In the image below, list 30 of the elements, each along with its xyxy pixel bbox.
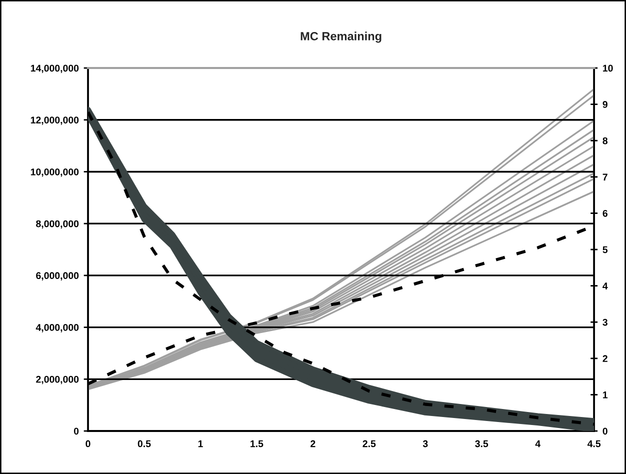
x-tick-label: 2: [310, 440, 316, 448]
y-tick-label: 6,000,000: [36, 272, 79, 280]
x-tick-label: 3: [422, 440, 428, 448]
y2-tick-label: 4: [602, 282, 608, 290]
y2-tick-label: 5: [602, 246, 608, 254]
y2-tick-label: 7: [602, 174, 608, 180]
y-tick-label: 12,000,000: [30, 116, 79, 125]
y2-tick-label: 6: [602, 210, 608, 217]
chart-title: MC Remaining: [300, 32, 382, 43]
y-tick-label: 0: [74, 428, 79, 435]
x-tick-label: 2.5: [362, 440, 376, 448]
x-tick-label: 1: [198, 440, 203, 448]
y2-tick-label: 3: [602, 318, 608, 326]
y2-tick-label: 0: [602, 428, 608, 435]
y2-tick-label: 10: [603, 64, 613, 72]
y-tick-label: 10,000,000: [30, 168, 79, 177]
x-tick-label: 4: [535, 440, 540, 448]
x-tick-label: 0.5: [138, 440, 151, 448]
y-tick-label: 2,000,000: [36, 376, 79, 384]
y2-tick-label: 9: [602, 101, 608, 108]
y-tick-label: 8,000,000: [36, 220, 79, 229]
x-tick-label: 3.5: [475, 440, 488, 448]
y-tick-label: 14,000,000: [30, 64, 79, 74]
y2-tick-label: 1: [603, 392, 608, 398]
y2-tick-label: 8: [602, 137, 608, 144]
x-tick-label: 4.5: [587, 440, 601, 448]
y2-tick-label: 2: [602, 355, 608, 362]
x-tick-label: 0: [86, 440, 90, 448]
x-tick-label: 1.5: [250, 440, 264, 448]
y-tick-label: 4,000,000: [36, 324, 79, 332]
